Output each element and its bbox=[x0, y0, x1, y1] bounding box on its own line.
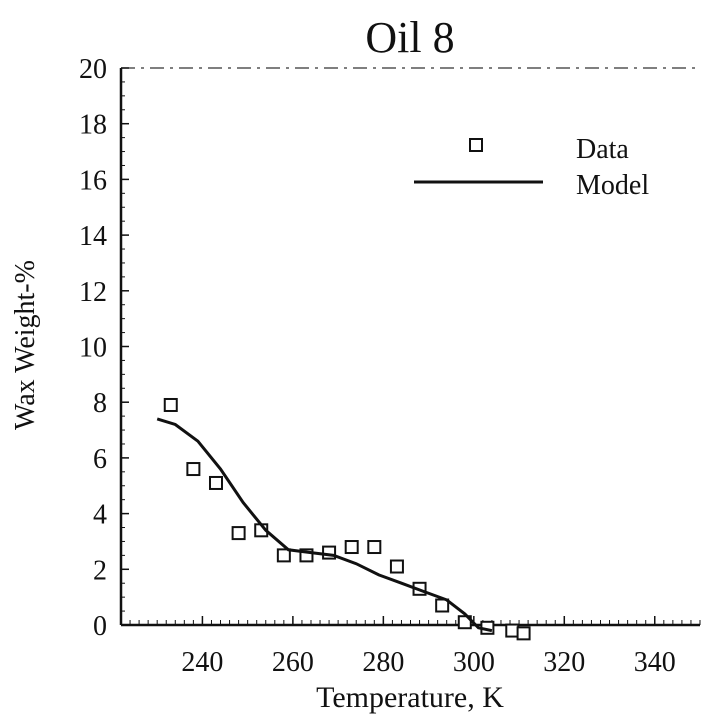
y-axis-label: Wax Weight-% bbox=[10, 260, 41, 430]
y-tick-label: 16 bbox=[79, 165, 107, 196]
x-tick-label: 340 bbox=[634, 647, 676, 678]
y-tick-label: 14 bbox=[79, 221, 107, 252]
data-point bbox=[276, 548, 291, 563]
data-point bbox=[367, 540, 382, 555]
legend-label-model: Model bbox=[576, 170, 649, 201]
y-tick-label: 12 bbox=[79, 277, 107, 308]
y-tick-label: 20 bbox=[79, 54, 107, 85]
x-tick-label: 240 bbox=[181, 647, 223, 678]
data-point bbox=[231, 526, 246, 541]
y-tick-label: 18 bbox=[79, 110, 107, 141]
chart-title: Oil 8 bbox=[365, 13, 454, 62]
data-point bbox=[208, 475, 223, 490]
legend-marker-data bbox=[469, 138, 483, 152]
data-point bbox=[163, 397, 178, 412]
y-tick-label: 8 bbox=[93, 388, 107, 419]
data-point bbox=[516, 626, 531, 641]
x-axis-label: Temperature, K bbox=[316, 681, 504, 714]
data-point bbox=[505, 623, 520, 638]
y-tick-label: 4 bbox=[93, 500, 107, 531]
legend-label-data: Data bbox=[576, 134, 629, 165]
series-line-model bbox=[156, 417, 493, 633]
y-tick-label: 0 bbox=[93, 611, 107, 642]
y-tick-label: 6 bbox=[93, 444, 107, 475]
legend: Data Model bbox=[414, 134, 649, 201]
y-tick-label: 2 bbox=[93, 555, 107, 586]
y-tick-label: 10 bbox=[79, 333, 107, 364]
x-tick-label: 320 bbox=[543, 647, 585, 678]
x-tick-label: 260 bbox=[272, 647, 314, 678]
data-point bbox=[389, 559, 404, 574]
data-point bbox=[457, 615, 472, 630]
data-point bbox=[186, 462, 201, 477]
data-point bbox=[344, 540, 359, 555]
x-tick-label: 300 bbox=[453, 647, 495, 678]
axis-ticks: 0 2 4 6 8 10 12 14 16 18 20 240 260 280 300 320 340 bbox=[79, 54, 701, 678]
series-layer bbox=[156, 397, 531, 641]
x-tick-label: 280 bbox=[362, 647, 404, 678]
